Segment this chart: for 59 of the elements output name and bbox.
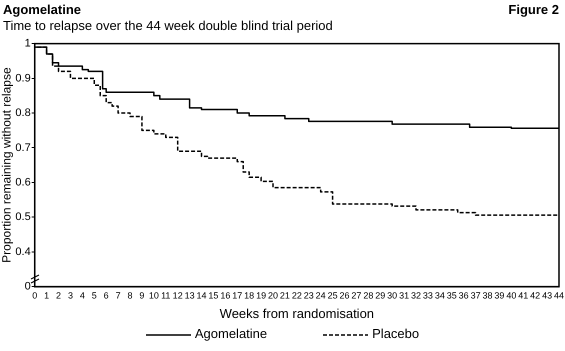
x-tick-label: 23 <box>304 290 314 300</box>
x-tick-label: 16 <box>220 290 230 300</box>
x-tick-label: 18 <box>244 290 254 300</box>
x-tick-label: 8 <box>128 290 133 300</box>
x-tick-label: 21 <box>280 290 290 300</box>
x-tick-label: 29 <box>375 290 386 300</box>
x-tick-label: 17 <box>232 290 242 300</box>
x-tick-label: 1 <box>44 290 50 300</box>
x-tick-label: 22 <box>292 290 302 300</box>
x-tick-label: 5 <box>92 290 97 300</box>
x-tick-label: 39 <box>494 290 504 300</box>
chart-title: Agomelatine <box>3 2 82 17</box>
y-tick-label: 0.6 <box>15 176 31 188</box>
y-tick-label: 0.5 <box>15 211 31 224</box>
x-tick-label: 30 <box>387 290 398 300</box>
x-tick-label: 15 <box>208 290 218 300</box>
x-tick-label: 36 <box>458 290 469 300</box>
x-tick-label: 43 <box>542 290 552 300</box>
x-tick-label: 6 <box>104 290 109 300</box>
x-tick-label: 35 <box>446 290 457 300</box>
x-tick-label: 11 <box>161 290 170 300</box>
x-tick-label: 9 <box>139 290 144 300</box>
legend-label: Placebo <box>372 326 420 341</box>
y-axis-title: Proportion remaining without relapse <box>0 67 14 263</box>
x-tick-label: 19 <box>256 290 266 300</box>
x-tick-label: 3 <box>68 290 73 300</box>
x-tick-label: 14 <box>196 290 207 300</box>
x-tick-label: 41 <box>518 290 528 300</box>
y-tick-label: 0.4 <box>15 246 31 258</box>
y-tick-label: 0.7 <box>15 142 31 154</box>
x-tick-label: 33 <box>422 290 433 300</box>
x-tick-label: 38 <box>482 290 493 300</box>
y-tick-label: 1 <box>24 38 31 50</box>
caption: Figure 2 <box>508 2 559 17</box>
x-tick-label: 10 <box>148 290 159 300</box>
x-axis-title: Weeks from randomisation <box>220 306 374 321</box>
x-tick-label: 13 <box>184 290 195 300</box>
x-tick-label: 25 <box>328 290 338 300</box>
legend-label: Agomelatine <box>194 326 268 341</box>
x-tick-label: 26 <box>340 290 350 300</box>
x-tick-label: 12 <box>172 290 183 300</box>
x-tick-label: 44 <box>554 290 564 300</box>
x-tick-label: 27 <box>351 290 362 300</box>
x-tick-label: 31 <box>399 290 410 300</box>
x-tick-label: 28 <box>363 290 374 300</box>
x-tick-label: 2 <box>56 290 62 300</box>
chart-subtitle: Time to relapse over the 44 week double blind trial period <box>3 18 333 33</box>
x-tick-label: 4 <box>80 290 85 300</box>
x-tick-label: 24 <box>316 290 326 300</box>
x-tick-label: 34 <box>434 290 445 300</box>
x-tick-label: 0 <box>32 290 38 300</box>
x-tick-label: 40 <box>506 290 516 300</box>
x-tick-label: 7 <box>116 290 121 300</box>
x-tick-label: 32 <box>410 290 422 300</box>
y-tick-label: 0.9 <box>15 72 31 84</box>
x-tick-label: 37 <box>470 290 481 300</box>
x-tick-label: 20 <box>268 290 278 300</box>
x-tick-label: 42 <box>530 290 540 300</box>
y-tick-label: 0.8 <box>15 107 31 120</box>
